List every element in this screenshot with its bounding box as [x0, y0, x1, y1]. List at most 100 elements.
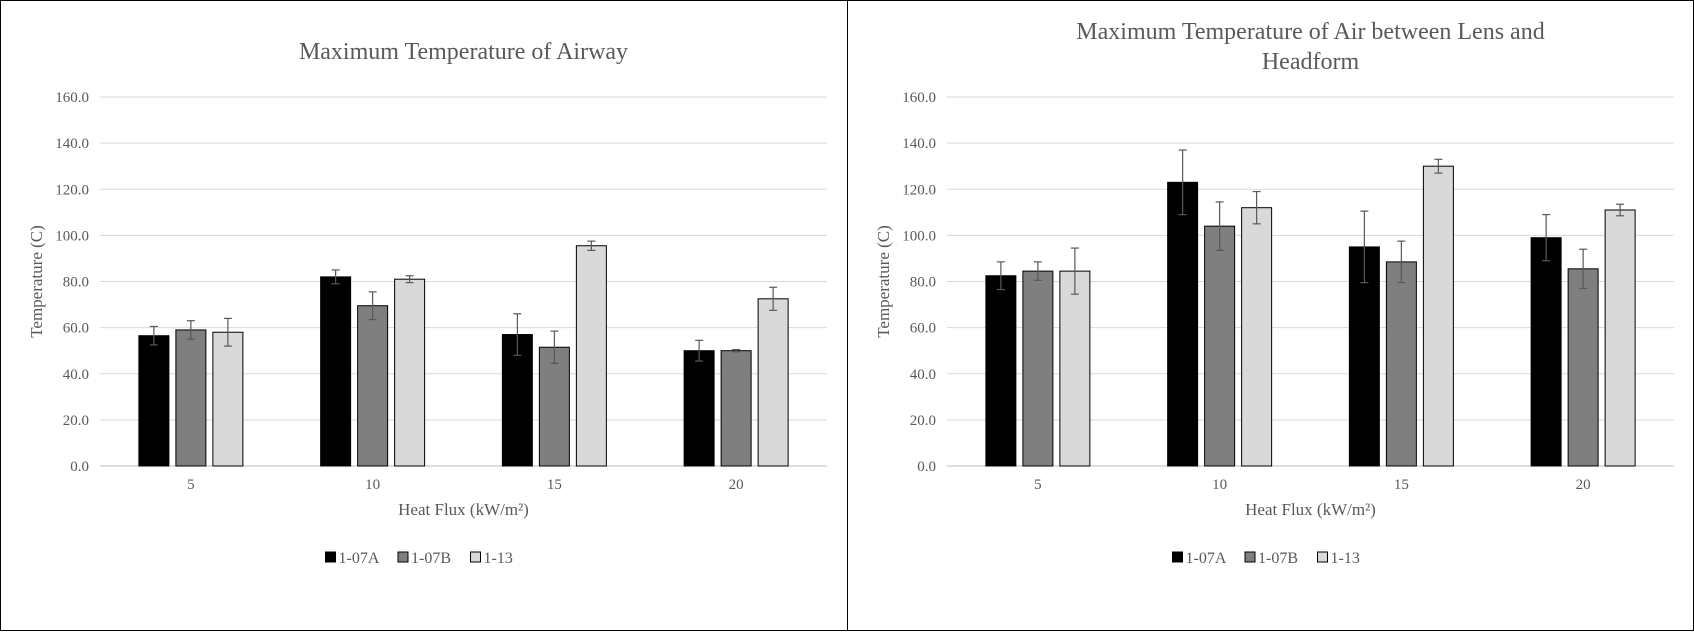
x-tick-label: 10 — [1212, 477, 1227, 493]
x-tick-label: 10 — [365, 477, 380, 493]
error-bar-1-13-5 — [1070, 247, 1079, 295]
legend-swatch — [1172, 551, 1183, 563]
bar-1-07B-20 — [720, 350, 752, 467]
error-bar-1-13-5 — [223, 317, 232, 347]
bar-1-07B-10 — [357, 305, 389, 467]
y-tick-label: 20.0 — [63, 413, 89, 429]
bar-1-13-20 — [1604, 209, 1636, 467]
legend-swatch — [470, 551, 481, 563]
legend-swatch — [325, 551, 336, 563]
error-bar-1-13-20 — [1616, 203, 1625, 217]
error-bar-1-07A-5 — [149, 325, 158, 346]
y-tick-label: 40.0 — [910, 367, 936, 383]
error-bar-1-13-20 — [769, 286, 778, 311]
error-bar-1-07A-20 — [1542, 214, 1551, 262]
y-tick-label: 140.0 — [902, 136, 936, 152]
error-bar-1-07A-15 — [513, 313, 522, 356]
x-tick-label: 20 — [1576, 477, 1591, 493]
error-bar-1-07B-10 — [1215, 201, 1224, 251]
y-axis-title: Temperature (C) — [874, 225, 893, 338]
bar-1-13-15 — [575, 245, 607, 467]
x-tick-label: 15 — [1394, 477, 1409, 493]
bar-1-07A-5 — [985, 275, 1017, 467]
y-tick-label: 60.0 — [910, 321, 936, 337]
error-bar-1-07A-15 — [1360, 210, 1369, 284]
bar-1-13-20 — [757, 298, 789, 467]
x-tick-label: 5 — [187, 477, 195, 493]
chart-title-line: Headform — [1262, 49, 1360, 75]
bar-1-07A-5 — [138, 335, 170, 467]
legend-label: 1-07A — [339, 550, 380, 567]
x-tick-label: 15 — [547, 477, 562, 493]
error-bar-1-07B-15 — [1397, 240, 1406, 284]
y-tick-label: 80.0 — [910, 275, 936, 291]
error-bar-1-07B-15 — [550, 330, 559, 364]
error-bar-1-07A-10 — [331, 269, 340, 285]
error-bar-1-13-15 — [1434, 158, 1443, 174]
bar-1-13-5 — [212, 331, 244, 467]
x-axis-title: Heat Flux (kW/m²) — [398, 500, 529, 519]
bar-1-13-15 — [1422, 165, 1454, 467]
x-axis-title: Heat Flux (kW/m²) — [1245, 500, 1376, 519]
y-tick-label: 20.0 — [910, 413, 936, 429]
legend: 1-07A 1-07B 1-13 — [1172, 550, 1360, 567]
error-bar-1-13-15 — [587, 240, 596, 251]
error-bar-1-07B-5 — [186, 320, 195, 340]
bar-1-13-10 — [1241, 207, 1273, 467]
y-tick-label: 100.0 — [55, 228, 89, 244]
y-tick-label: 160.0 — [902, 90, 936, 106]
bar-1-07B-10 — [1204, 225, 1236, 467]
legend-label: 1-07B — [411, 550, 451, 567]
y-tick-label: 160.0 — [55, 90, 89, 106]
x-tick-label: 20 — [729, 477, 744, 493]
error-bar-1-07B-5 — [1033, 261, 1042, 281]
bar-1-07B-15 — [1385, 261, 1417, 467]
chart-title-line: Maximum Temperature of Airway — [299, 39, 628, 65]
bar-1-07A-10 — [1167, 181, 1199, 467]
error-bar-1-07A-5 — [996, 261, 1005, 291]
chart-panel-lens-headform: Maximum Temperature of Air between Lens … — [848, 0, 1694, 631]
bar-1-07B-5 — [1022, 270, 1054, 467]
legend-label: 1-07A — [1186, 550, 1227, 567]
error-bar-1-07A-10 — [1178, 149, 1187, 216]
error-bar-1-13-10 — [1252, 190, 1261, 225]
chart-title-line: Maximum Temperature of Air between Lens … — [1076, 19, 1544, 45]
bar-1-07A-20 — [1530, 237, 1562, 467]
error-bar-1-07B-10 — [368, 291, 377, 321]
legend-label: 1-13 — [484, 550, 513, 567]
y-tick-label: 120.0 — [55, 182, 89, 198]
y-tick-label: 80.0 — [63, 275, 89, 291]
chart-airway: Maximum Temperature of Airway 0.0 20.0 40.0… — [27, 39, 827, 567]
y-tick-label: 140.0 — [55, 136, 89, 152]
y-tick-label: 0.0 — [70, 459, 89, 475]
bar-1-13-10 — [394, 278, 426, 467]
y-tick-label: 120.0 — [902, 182, 936, 198]
bar-1-07B-5 — [175, 329, 207, 467]
bar-1-07B-15 — [538, 346, 570, 467]
chart-lens-headform: Maximum Temperature of Air between Lens … — [874, 19, 1674, 567]
legend-swatch — [397, 551, 409, 563]
bar-1-07A-10 — [320, 276, 352, 467]
bar-1-07B-20 — [1567, 268, 1599, 467]
bar-1-07A-15 — [1348, 246, 1380, 467]
y-tick-label: 40.0 — [63, 367, 89, 383]
legend: 1-07A 1-07B 1-13 — [325, 550, 513, 567]
y-tick-label: 0.0 — [917, 459, 936, 475]
bar-1-07A-20 — [683, 350, 715, 467]
error-bar-1-07A-20 — [695, 339, 704, 362]
legend-swatch — [1244, 551, 1256, 563]
legend-swatch — [1317, 551, 1328, 563]
bar-1-07A-15 — [501, 334, 533, 467]
y-axis-title: Temperature (C) — [27, 225, 46, 338]
error-bar-1-13-10 — [405, 275, 414, 284]
chart-panel-airway: Maximum Temperature of Airway 0.0 20.0 40.0… — [0, 0, 848, 631]
error-bar-1-07B-20 — [732, 348, 741, 353]
bar-1-13-5 — [1059, 270, 1091, 467]
legend-label: 1-13 — [1331, 550, 1360, 567]
y-tick-label: 60.0 — [63, 321, 89, 337]
y-tick-label: 100.0 — [902, 228, 936, 244]
x-tick-label: 5 — [1034, 477, 1042, 493]
legend-label: 1-07B — [1258, 550, 1298, 567]
error-bar-1-07B-20 — [1579, 248, 1588, 290]
